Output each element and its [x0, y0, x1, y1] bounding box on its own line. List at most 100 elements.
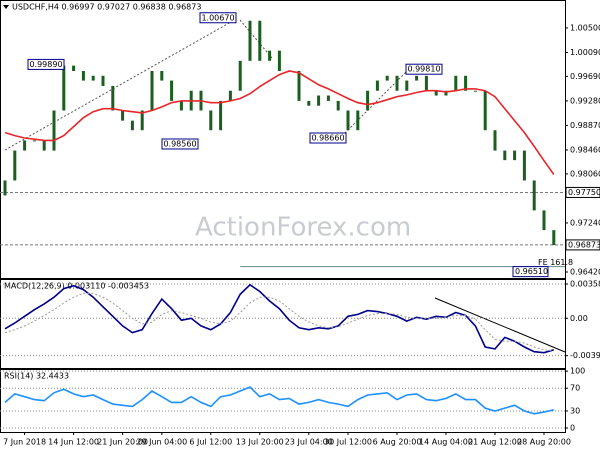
watermark: ActionForex.com [195, 213, 411, 243]
candle [375, 80, 379, 91]
price-box [199, 12, 237, 24]
y-tick-label: 100 [570, 367, 585, 376]
candle [464, 75, 468, 91]
candle [346, 110, 350, 131]
candle [219, 100, 223, 131]
y-tick-label: 70 [570, 384, 580, 393]
line [4, 70, 555, 175]
candle [326, 95, 330, 101]
candle [179, 100, 183, 111]
level-label: 0.96873 [568, 240, 600, 249]
level-label: 0.97750 [568, 188, 600, 197]
candle [140, 110, 144, 131]
x-tick-label: 29 Jun 04:00 [136, 438, 187, 447]
candle [121, 110, 125, 121]
candle [72, 65, 76, 71]
candle [307, 100, 311, 106]
price-label: 0.98660 [311, 134, 344, 143]
menu-arrow [3, 5, 9, 9]
y-tick-label: -0.003908 [570, 351, 600, 360]
line [4, 292, 554, 352]
candle [356, 110, 360, 131]
price-box [309, 132, 347, 144]
candle [424, 75, 428, 91]
x-tick-label: 6 Jul 12:00 [189, 438, 232, 447]
x-tick-label: 13 Jul 20:00 [236, 438, 284, 447]
price-label: 0.98560 [163, 139, 196, 148]
candle [513, 150, 517, 161]
y-tick-label: 0.98870 [570, 121, 600, 130]
macd-trend-line [434, 297, 566, 353]
y-tick-label: 1.00090 [570, 48, 600, 57]
candle [366, 90, 370, 111]
x-tick-label: 23 Jul 04:00 [285, 438, 333, 447]
y-tick-label: 0.98460 [570, 145, 600, 154]
y-tick-label: 0.98060 [570, 169, 600, 178]
candle [23, 140, 27, 151]
panel-title: RSI(14) 32.4433 [4, 372, 69, 381]
y-tick-label: 0.99280 [570, 96, 600, 105]
y-tick-label: 0.00358 [570, 280, 600, 289]
candle [238, 60, 242, 91]
candle [81, 70, 85, 81]
candle [160, 70, 164, 81]
line [4, 283, 555, 354]
x-tick-label: 14 Aug 04:00 [419, 438, 473, 447]
candle [52, 110, 56, 151]
panel-frame [0, 369, 566, 433]
candle [13, 150, 17, 181]
panel-title: USDCHF,H4 0.96997 0.97027 0.96838 0.9687… [12, 3, 201, 12]
candle [454, 75, 458, 91]
price-label: 1.00670 [201, 13, 234, 22]
x-tick-label: 28 Aug 20:00 [517, 438, 571, 447]
trend-line [341, 67, 411, 137]
y-tick-label: 1.00500 [570, 23, 600, 32]
candle [336, 100, 340, 111]
candle [277, 50, 281, 71]
candle [444, 90, 448, 96]
candle [32, 140, 36, 142]
candle [532, 180, 536, 211]
trend-line [239, 19, 273, 59]
candle [297, 70, 301, 101]
candle [385, 75, 389, 81]
y-tick-label: 0.96420 [570, 268, 600, 277]
candle [395, 75, 399, 91]
candle [317, 95, 321, 106]
line [4, 386, 554, 415]
panel-frame [0, 0, 566, 279]
candle [483, 90, 487, 131]
level-box [565, 239, 600, 251]
y-tick-label: 0.00 [570, 314, 588, 323]
level-box [565, 186, 600, 198]
candle [170, 80, 174, 101]
y-tick-label: 0.99690 [570, 72, 600, 81]
candle [552, 230, 556, 246]
candle [434, 90, 438, 96]
candle [209, 110, 213, 131]
y-tick-label: 0 [570, 424, 575, 433]
candle [268, 50, 272, 61]
support-label: 0.96510 [515, 267, 548, 276]
candle [522, 150, 526, 181]
support-box [512, 266, 549, 278]
price-box [27, 58, 65, 70]
panel-title: MACD(12,26,9) 0.003110 -0.003453 [4, 282, 149, 291]
candle [101, 75, 105, 86]
candle [150, 70, 154, 111]
candle [473, 90, 477, 92]
candle [130, 120, 134, 131]
candle [248, 20, 252, 61]
candle [62, 65, 66, 111]
price-label: 0.99810 [407, 65, 440, 74]
panel-frame [0, 279, 566, 369]
candle [503, 150, 507, 161]
candle [415, 75, 419, 81]
x-tick-label: 7 Jun 2018 [3, 438, 46, 447]
y-tick-label: 0.97240 [570, 218, 600, 227]
candle [228, 90, 232, 101]
price-box [161, 138, 199, 150]
y-tick-label: 30 [570, 406, 580, 415]
candle [3, 180, 7, 196]
